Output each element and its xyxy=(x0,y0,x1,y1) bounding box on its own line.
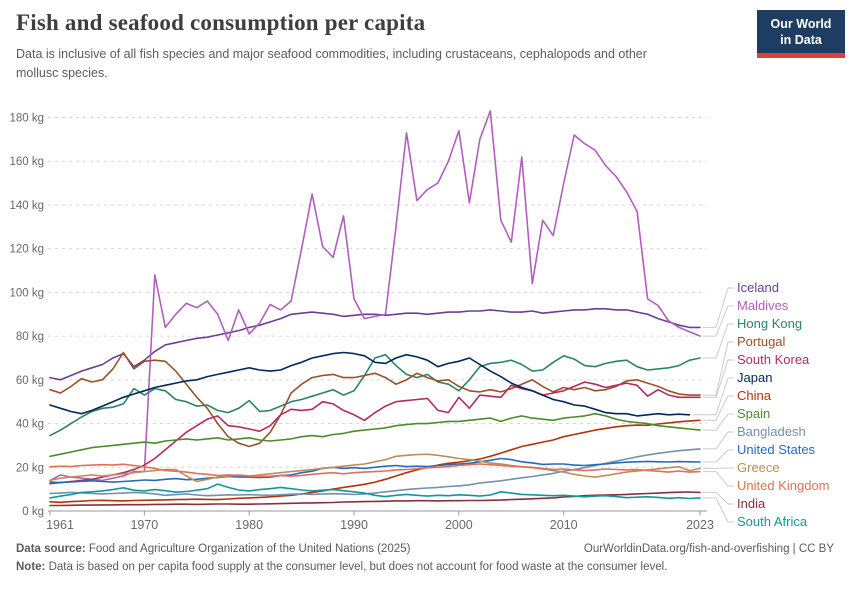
legend-item-south-africa[interactable]: South Africa xyxy=(737,514,808,529)
legend-connector-iceland xyxy=(703,287,734,328)
y-tick-label-80: 80 kg xyxy=(16,331,44,343)
y-tick-label-60: 60 kg xyxy=(16,375,44,387)
series-line-japan xyxy=(49,351,691,417)
y-tick-label-160: 160 kg xyxy=(9,156,44,168)
chart-footer: Data source: Food and Agriculture Organi… xyxy=(16,541,834,577)
data-source-line: Data source: Food and Agriculture Organi… xyxy=(16,541,410,559)
legend-item-south-korea[interactable]: South Korea xyxy=(737,352,810,367)
x-tick-label-1980: 1980 xyxy=(235,518,263,532)
legend-item-portugal[interactable]: Portugal xyxy=(737,334,786,349)
axes: 1961 1970 1980 1990 2000 2010 2023 xyxy=(46,510,714,532)
legend-connectors xyxy=(692,287,734,523)
y-tick-label-0: 0 kg xyxy=(22,506,44,518)
legend-connector-india xyxy=(703,491,734,505)
data-source-label: Data source: xyxy=(16,543,86,555)
series-line-spain xyxy=(49,412,701,458)
legend-item-iceland[interactable]: Iceland xyxy=(737,280,779,295)
series-line-china xyxy=(49,419,701,504)
legend-item-greece[interactable]: Greece xyxy=(737,460,780,475)
series-line-south-africa xyxy=(49,483,701,500)
y-tick-label-40: 40 kg xyxy=(16,419,44,431)
series-line-greece xyxy=(49,453,701,483)
y-tick-label-120: 120 kg xyxy=(9,244,44,256)
chart-header: Fish and seafood consumption per capita … xyxy=(16,10,716,83)
series-line-bangladesh xyxy=(49,448,701,497)
y-tick-label-180: 180 kg xyxy=(9,113,44,125)
legend-connector-united-states xyxy=(703,449,734,463)
legend-connector-south-korea xyxy=(703,359,734,398)
legend-connector-portugal xyxy=(703,341,734,396)
series-line-india xyxy=(49,491,701,507)
legend-connector-china xyxy=(703,395,734,421)
y-tick-label-140: 140 kg xyxy=(9,200,44,212)
owid-logo-box: Our World in Data xyxy=(757,10,845,53)
series-line-united-kingdom xyxy=(49,463,701,478)
series-line-iceland xyxy=(49,307,701,381)
note-label: Note: xyxy=(16,560,46,573)
x-tick-label-1970: 1970 xyxy=(130,518,158,532)
x-tick-label-1990: 1990 xyxy=(340,518,368,532)
legend-item-maldives[interactable]: Maldives xyxy=(737,298,789,313)
legend-connector-japan xyxy=(692,377,734,416)
chart-subtitle: Data is inclusive of all fish species an… xyxy=(16,47,647,80)
legend-item-hong-kong[interactable]: Hong Kong xyxy=(737,316,803,331)
owid-logo[interactable]: Our World in Data xyxy=(757,10,845,58)
owid-link[interactable]: OurWorldinData.org/fish-and-overfishing … xyxy=(583,543,834,555)
legend-connector-united-kingdom xyxy=(703,471,734,487)
legend-connector-hong-kong xyxy=(703,323,734,359)
owid-logo-stripe xyxy=(757,52,845,58)
legend-connector-bangladesh xyxy=(703,431,734,450)
series-line-united-states xyxy=(49,457,701,484)
legend-item-united-states[interactable]: United States xyxy=(737,442,816,457)
x-tick-label-2000: 2000 xyxy=(445,518,473,532)
y-tick-label-100: 100 kg xyxy=(9,287,44,299)
note-text: Data is based on per capita food supply … xyxy=(45,560,668,573)
x-tick-label-2023: 2023 xyxy=(686,518,714,532)
page-title: Fish and seafood consumption per capita xyxy=(16,10,426,35)
x-tick-label-1961: 1961 xyxy=(46,518,74,532)
series-lines xyxy=(49,110,701,507)
series-line-maldives xyxy=(49,110,701,482)
x-tick-label-2010: 2010 xyxy=(550,518,578,532)
chart-canvas: 0 kg 20 kg 40 kg 60 kg 80 kg 100 kg 120 kg 140 … xyxy=(9,110,734,532)
legend-item-united-kingdom[interactable]: United Kingdom xyxy=(737,478,830,493)
legend-connector-maldives xyxy=(703,305,734,337)
note-line: Note: Data is based on per capita food s… xyxy=(16,561,667,573)
series-line-hong-kong xyxy=(49,353,701,437)
series-line-portugal xyxy=(49,351,701,448)
legend-item-bangladesh[interactable]: Bangladesh xyxy=(737,424,806,439)
legend-item-india[interactable]: India xyxy=(737,496,766,511)
legend-item-japan[interactable]: Japan xyxy=(737,370,773,385)
y-tick-label-20: 20 kg xyxy=(16,462,44,474)
data-source-text: Food and Agriculture Organization of the… xyxy=(85,543,411,555)
owid-logo-line2: in Data xyxy=(780,33,822,48)
legend-item-spain[interactable]: Spain xyxy=(737,406,771,421)
legend-connector-south-africa xyxy=(703,497,734,523)
owid-logo-line1: Our World xyxy=(770,17,832,31)
legend-connector-spain xyxy=(703,413,734,431)
series-line-south-korea xyxy=(49,381,701,485)
legend-item-china[interactable]: China xyxy=(737,388,771,403)
